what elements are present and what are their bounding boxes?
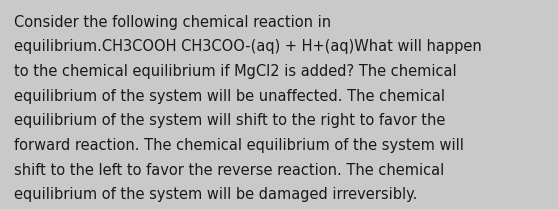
Text: equilibrium of the system will be damaged irreversibly.: equilibrium of the system will be damage… — [14, 187, 417, 202]
Text: to the chemical equilibrium if MgCl2 is added? The chemical: to the chemical equilibrium if MgCl2 is … — [14, 64, 456, 79]
Text: equilibrium of the system will shift to the right to favor the: equilibrium of the system will shift to … — [14, 113, 445, 128]
Text: shift to the left to favor the reverse reaction. The chemical: shift to the left to favor the reverse r… — [14, 163, 444, 178]
Text: Consider the following chemical reaction in: Consider the following chemical reaction… — [14, 15, 331, 30]
Text: equilibrium.CH3COOH CH3COO-(aq) + H+(aq)What will happen: equilibrium.CH3COOH CH3COO-(aq) + H+(aq)… — [14, 39, 482, 54]
Text: forward reaction. The chemical equilibrium of the system will: forward reaction. The chemical equilibri… — [14, 138, 464, 153]
Text: equilibrium of the system will be unaffected. The chemical: equilibrium of the system will be unaffe… — [14, 89, 445, 104]
